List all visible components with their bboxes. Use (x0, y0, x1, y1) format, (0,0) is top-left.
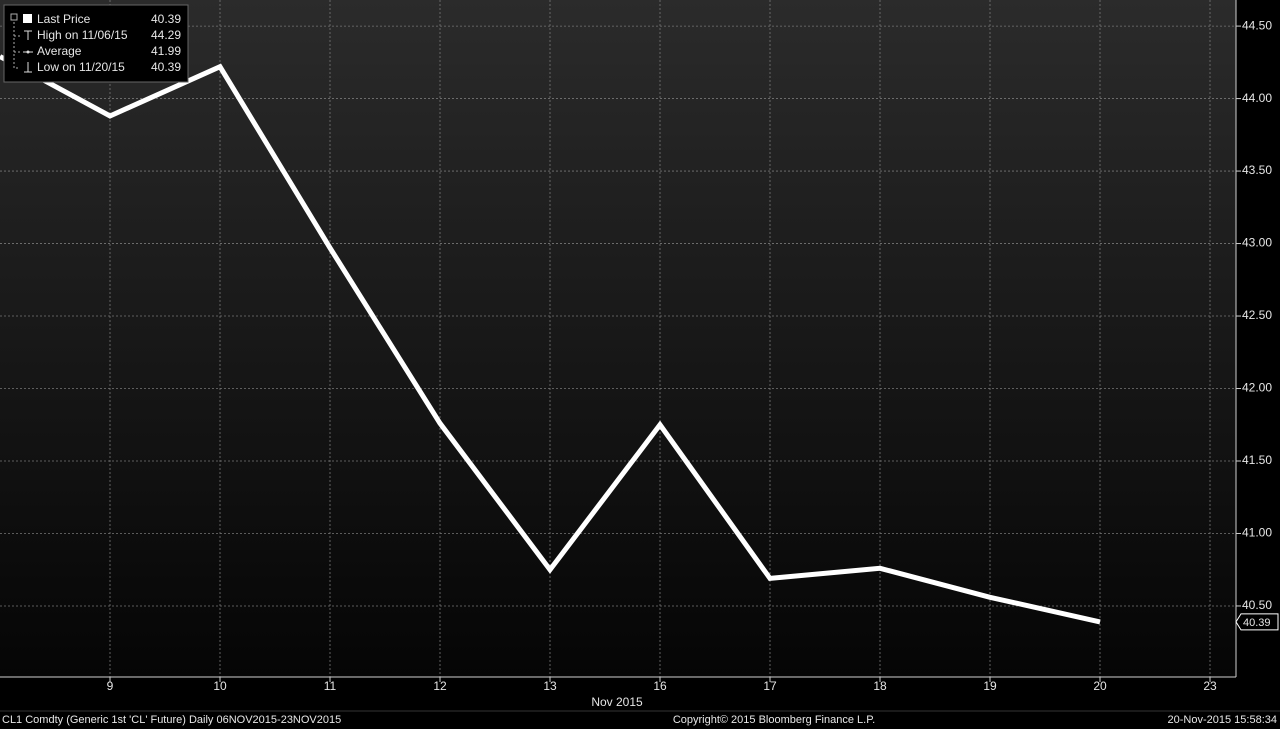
last-price-tag (1235, 613, 1279, 631)
x-tick-label: 13 (543, 679, 557, 693)
legend-expander (10, 13, 18, 21)
x-tick-label: 9 (107, 679, 114, 693)
x-tick-label: 11 (324, 679, 337, 693)
last-price-label: 40.39 (1243, 617, 1271, 629)
x-tick-label: 17 (763, 679, 777, 693)
legend-low-icon (24, 62, 32, 73)
legend-high-icon (24, 30, 32, 40)
legend-swatch (23, 14, 32, 23)
plot-background (0, 0, 1236, 677)
x-tick-label: 12 (433, 679, 447, 693)
x-tick-label: 10 (213, 679, 227, 693)
x-tick-label: 20 (1093, 679, 1107, 693)
legend-box (3, 4, 189, 83)
legend-value: 40.39 (151, 60, 181, 74)
legend-label: High on 11/06/15 (37, 28, 128, 42)
y-tick-label: 44.50 (1242, 18, 1272, 32)
y-tick-label: 43.00 (1242, 236, 1272, 250)
legend-average-icon (26, 50, 30, 54)
legend-value: 40.39 (151, 12, 181, 26)
x-tick-label: 19 (983, 679, 997, 693)
x-tick-label: 18 (873, 679, 887, 693)
y-tick-label: 41.50 (1242, 453, 1272, 467)
footer-right: 20-Nov-2015 15:58:34 (1168, 714, 1277, 726)
legend-label: Average (37, 44, 82, 58)
legend-label: Last Price (37, 12, 91, 26)
y-tick-label: 40.50 (1242, 598, 1272, 612)
x-tick-label: 16 (653, 679, 667, 693)
price-line (0, 54, 1101, 625)
y-tick-label: 42.50 (1242, 308, 1272, 322)
legend (3, 4, 189, 83)
y-tick-label: 42.00 (1242, 381, 1272, 395)
legend-value: 41.99 (151, 44, 181, 58)
legend-value: 44.29 (151, 28, 181, 42)
x-tick-label: 23 (1203, 679, 1217, 693)
x-axis-label: Nov 2015 (591, 695, 643, 709)
y-tick-label: 43.50 (1242, 163, 1272, 177)
legend-tree (13, 22, 20, 69)
y-tick-label: 44.00 (1242, 91, 1272, 105)
legend-label: Low on 11/20/15 (37, 60, 125, 74)
footer-left: CL1 Comdty (Generic 1st 'CL' Future) Dai… (2, 714, 341, 726)
footer-center: Copyright© 2015 Bloomberg Finance L.P. (673, 714, 875, 726)
y-tick-label: 41.00 (1242, 526, 1272, 540)
